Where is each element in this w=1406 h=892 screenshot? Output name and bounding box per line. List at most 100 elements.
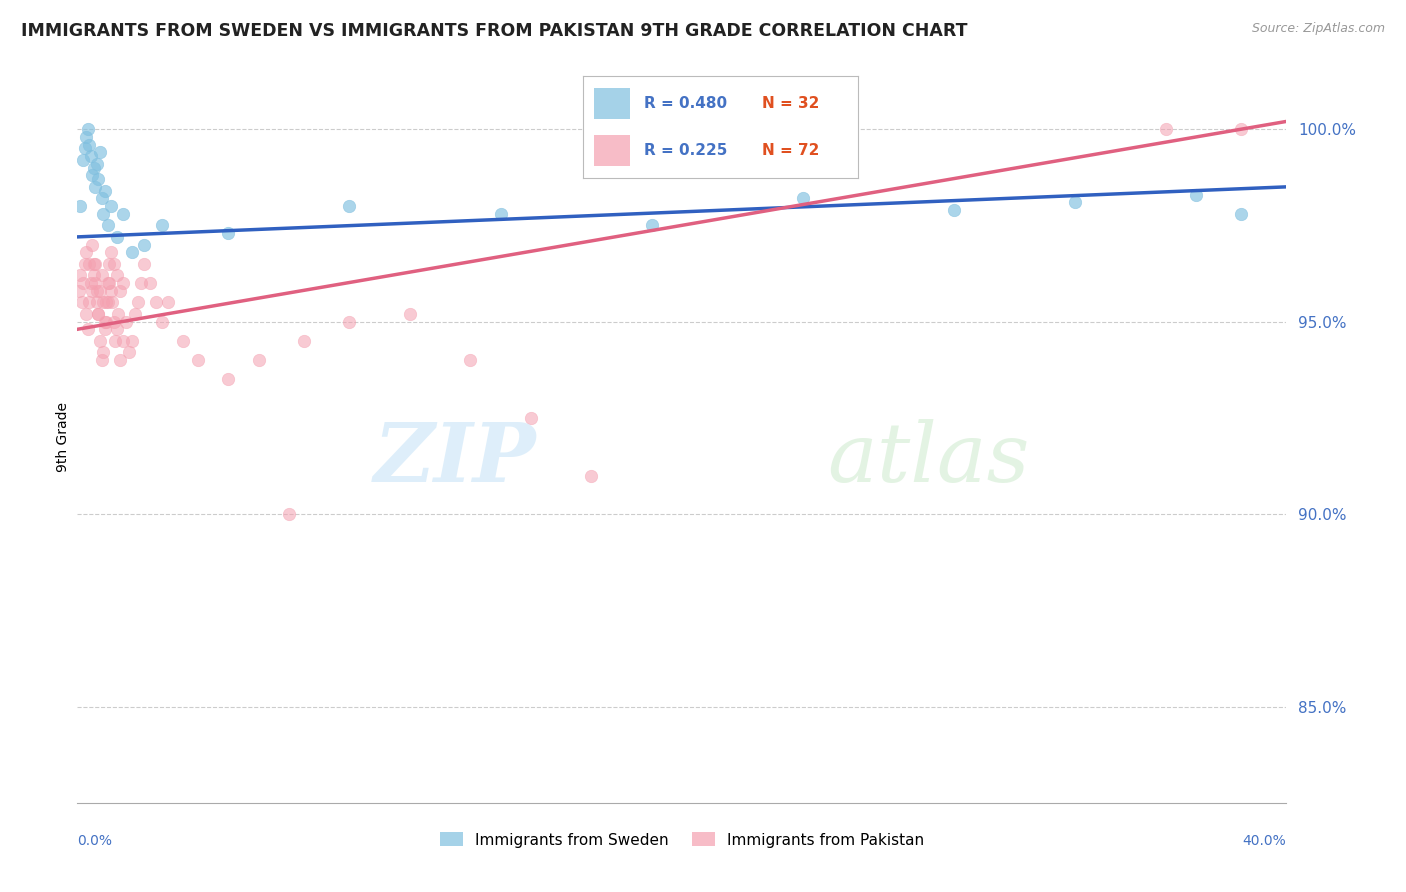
Point	[86, 295, 108, 310]
Point	[89, 284, 111, 298]
Point	[157, 295, 180, 310]
Point	[127, 295, 149, 310]
Point	[84, 257, 107, 271]
Point	[86, 284, 108, 298]
Text: N = 32: N = 32	[762, 96, 820, 111]
Point	[292, 334, 315, 348]
Point	[79, 257, 101, 271]
Point	[101, 295, 124, 310]
Point	[145, 295, 167, 310]
Point	[84, 276, 107, 290]
Point	[72, 276, 94, 290]
Point	[108, 353, 131, 368]
Point	[80, 276, 103, 290]
Point	[72, 153, 94, 167]
Point	[94, 295, 117, 310]
Point	[1230, 207, 1253, 221]
Point	[75, 245, 97, 260]
Point	[121, 245, 143, 260]
Point	[87, 307, 110, 321]
Point	[82, 284, 104, 298]
Point	[1154, 122, 1177, 136]
Point	[87, 307, 110, 321]
Text: R = 0.225: R = 0.225	[644, 144, 727, 158]
Point	[67, 284, 90, 298]
Point	[139, 276, 162, 290]
Point	[105, 268, 128, 283]
Point	[86, 157, 108, 171]
Text: Source: ZipAtlas.com: Source: ZipAtlas.com	[1251, 22, 1385, 36]
Point	[943, 202, 966, 217]
Point	[339, 315, 360, 329]
Point	[105, 230, 128, 244]
Point	[121, 334, 143, 348]
Point	[103, 315, 125, 329]
Point	[111, 334, 134, 348]
Point	[83, 268, 105, 283]
Point	[107, 307, 129, 321]
Point	[150, 315, 173, 329]
Point	[247, 353, 270, 368]
Point	[105, 322, 128, 336]
Point	[90, 268, 112, 283]
Point	[104, 334, 127, 348]
Point	[132, 257, 155, 271]
Point	[79, 295, 101, 310]
Point	[218, 372, 240, 386]
Point	[98, 276, 121, 290]
Point	[69, 199, 91, 213]
Point	[90, 353, 112, 368]
Point	[96, 219, 118, 233]
Point	[84, 179, 107, 194]
Point	[278, 507, 301, 521]
Point	[520, 410, 543, 425]
Point	[75, 129, 97, 144]
FancyBboxPatch shape	[595, 88, 630, 119]
Point	[77, 122, 100, 136]
Text: ZIP: ZIP	[374, 419, 537, 499]
Point	[80, 149, 103, 163]
Point	[93, 322, 115, 336]
Point	[73, 141, 96, 155]
Point	[82, 169, 104, 183]
Text: R = 0.480: R = 0.480	[644, 96, 727, 111]
Point	[150, 219, 173, 233]
Point	[77, 322, 100, 336]
Point	[93, 315, 115, 329]
FancyBboxPatch shape	[595, 136, 630, 166]
Point	[96, 295, 118, 310]
Point	[399, 307, 422, 321]
Point	[93, 184, 115, 198]
Point	[111, 207, 134, 221]
Legend: Immigrants from Sweden, Immigrants from Pakistan: Immigrants from Sweden, Immigrants from …	[434, 826, 929, 854]
Point	[581, 468, 603, 483]
Point	[100, 245, 122, 260]
Point	[1230, 122, 1253, 136]
Point	[129, 276, 152, 290]
Point	[87, 172, 110, 186]
Text: 0.0%: 0.0%	[77, 834, 112, 848]
Point	[103, 257, 125, 271]
Point	[792, 191, 814, 205]
Point	[73, 257, 96, 271]
Point	[489, 207, 512, 221]
Point	[96, 276, 118, 290]
Point	[89, 145, 111, 160]
Point	[69, 268, 91, 283]
Point	[1064, 195, 1087, 210]
Point	[83, 257, 105, 271]
Point	[100, 199, 122, 213]
Point	[94, 315, 117, 329]
Point	[108, 284, 131, 298]
Point	[458, 353, 481, 368]
Point	[218, 226, 240, 240]
Point	[187, 353, 209, 368]
Y-axis label: 9th Grade: 9th Grade	[56, 402, 70, 472]
Point	[75, 307, 97, 321]
Point	[90, 191, 112, 205]
Point	[114, 315, 136, 329]
Point	[89, 334, 111, 348]
Point	[91, 295, 114, 310]
Point	[82, 237, 104, 252]
Point	[132, 237, 155, 252]
